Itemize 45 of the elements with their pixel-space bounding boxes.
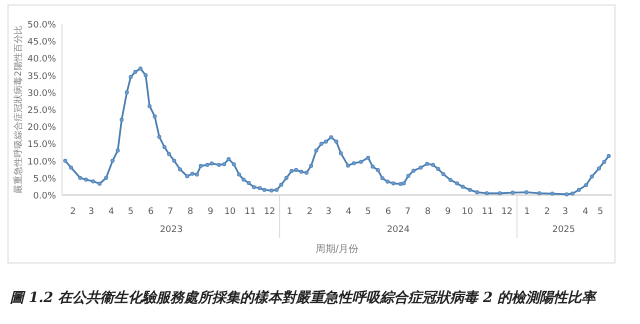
y-tick-label: 10.0% bbox=[27, 157, 56, 168]
x-tick-label: 1 bbox=[286, 207, 293, 217]
x-tick-label: 2 bbox=[70, 207, 76, 217]
x-tick-label: 4 bbox=[582, 207, 589, 217]
y-tick-label: 20.0% bbox=[27, 123, 56, 134]
x-tick-label: 1 bbox=[524, 207, 530, 217]
y-tick-label: 50.0% bbox=[27, 20, 56, 30]
y-tick-label: 35.0% bbox=[27, 72, 56, 82]
y-axis-title: 嚴重急性呼吸綜合症冠狀病毒2陽性百分比 bbox=[13, 26, 24, 194]
x-tick-label: 4 bbox=[108, 207, 114, 217]
x-tick-label: 9 bbox=[208, 207, 214, 217]
x-tick-label: 2 bbox=[544, 207, 550, 217]
text: 2025 bbox=[552, 225, 576, 235]
x-tick-label: 9 bbox=[445, 207, 452, 217]
x-tick-label: 3 bbox=[326, 207, 332, 217]
x-tick-label: 6 bbox=[385, 207, 392, 217]
text: 圖 1.2 在公共衞生化驗服務處所採集的樣本對嚴重急性呼吸綜合症冠狀病毒 2 的檢測陽性比率 bbox=[10, 289, 598, 306]
x-tick-label: 2 bbox=[306, 207, 313, 217]
x-tick-label: 5 bbox=[128, 207, 134, 217]
y-tick-label: 0.0% bbox=[33, 192, 56, 202]
x-tick-label: 12 bbox=[501, 207, 513, 217]
x-tick-label: 10 bbox=[462, 207, 474, 217]
x-tick-label: 10 bbox=[224, 207, 236, 217]
x-axis-title: 周期/月份 bbox=[315, 243, 359, 255]
x-tick-label: 8 bbox=[424, 207, 431, 217]
x-tick-label: 6 bbox=[148, 207, 154, 217]
x-tick-label: 4 bbox=[346, 207, 352, 217]
x-tick-label: 8 bbox=[188, 207, 194, 217]
y-tick-label: 25.0% bbox=[27, 106, 56, 116]
x-tick-label: 5 bbox=[597, 207, 604, 217]
x-tick-label: 12 bbox=[264, 207, 276, 217]
text: 2024 bbox=[386, 225, 410, 235]
y-tick-label: 40.0% bbox=[27, 54, 56, 65]
y-tick-label: 30.0% bbox=[27, 88, 56, 99]
x-tick-label: 7 bbox=[404, 207, 411, 217]
x-tick-label: 3 bbox=[88, 207, 94, 217]
text: 2023 bbox=[160, 225, 183, 235]
y-tick-label: 5.0% bbox=[33, 174, 56, 184]
x-tick-label: 11 bbox=[482, 207, 494, 217]
y-tick-label: 45.0% bbox=[27, 38, 56, 48]
x-tick-label: 7 bbox=[167, 207, 174, 217]
x-tick-label: 5 bbox=[365, 207, 371, 217]
y-tick-label: 15.0% bbox=[27, 140, 56, 150]
x-tick-label: 11 bbox=[244, 207, 256, 217]
x-tick-label: 3 bbox=[562, 207, 568, 217]
